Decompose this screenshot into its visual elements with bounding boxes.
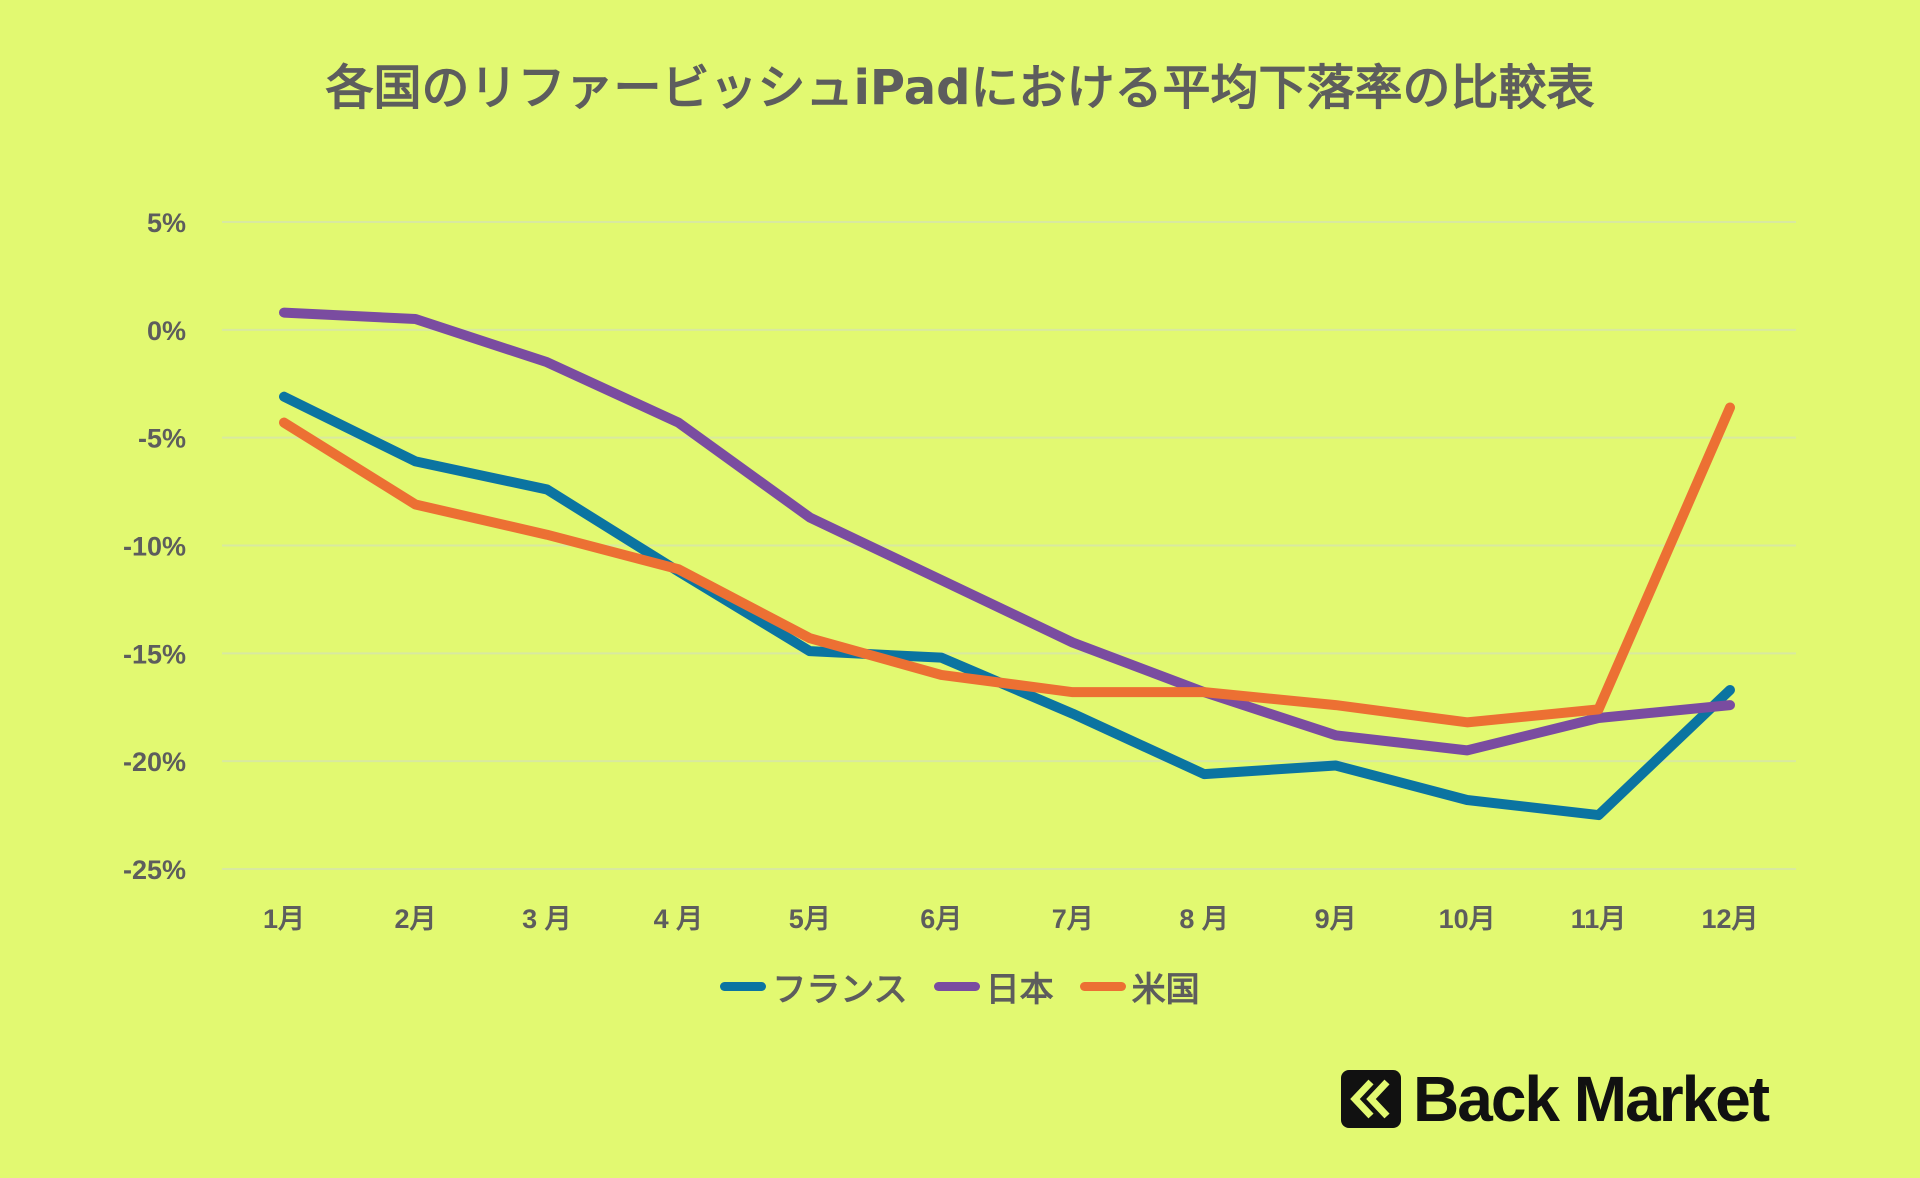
x-tick-label: 3 月 bbox=[522, 904, 572, 934]
x-tick-label: 5月 bbox=[789, 904, 831, 934]
chart-title: 各国のリファービッシュiPadにおける平均下落率の比較表 bbox=[325, 60, 1595, 116]
y-tick-label: -15% bbox=[123, 639, 186, 669]
legend-swatch bbox=[720, 982, 767, 991]
legend: フランス 日本 米国 bbox=[0, 962, 1920, 1011]
x-tick-label: 9月 bbox=[1315, 904, 1357, 934]
legend-swatch bbox=[933, 982, 980, 991]
legend-label: フランス bbox=[772, 970, 908, 1010]
legend-item: フランス bbox=[720, 962, 908, 1011]
legend-item: 米国 bbox=[1079, 962, 1200, 1011]
back-market-logo: Back Market bbox=[1341, 1062, 1770, 1136]
back-market-logo-icon bbox=[1341, 1070, 1401, 1128]
x-tick-label: 10月 bbox=[1439, 904, 1496, 934]
x-tick-label: 4 月 bbox=[654, 904, 704, 934]
x-tick-label: 6月 bbox=[920, 904, 962, 934]
y-tick-label: 0% bbox=[147, 316, 186, 346]
y-tick-label: -25% bbox=[123, 855, 186, 885]
series-line-1 bbox=[279, 307, 1735, 756]
x-tick-label: 12月 bbox=[1701, 904, 1758, 934]
x-tick-label: 8 月 bbox=[1179, 904, 1229, 934]
y-tick-label: -10% bbox=[123, 532, 186, 562]
legend-item: 日本 bbox=[933, 962, 1054, 1011]
legend-swatch bbox=[1079, 982, 1126, 991]
x-tick-label: 11月 bbox=[1571, 904, 1627, 934]
legend-label: 米国 bbox=[1131, 970, 1200, 1010]
series-line-2 bbox=[279, 402, 1735, 728]
y-tick-label: 5% bbox=[147, 208, 186, 238]
legend-label: 日本 bbox=[985, 970, 1054, 1010]
x-tick-label: 2月 bbox=[394, 904, 436, 934]
logo-text: Back Market bbox=[1413, 1063, 1770, 1135]
y-tick-label: -5% bbox=[138, 424, 186, 454]
x-tick-label: 1月 bbox=[263, 904, 305, 934]
x-tick-label: 7月 bbox=[1052, 904, 1094, 934]
y-tick-label: -20% bbox=[123, 747, 186, 777]
